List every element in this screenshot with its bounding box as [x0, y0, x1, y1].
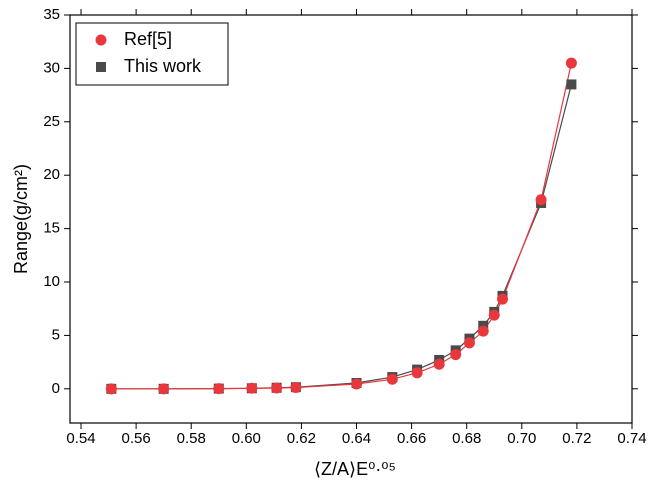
x-axis-label: ⟨Z/A⟩E⁰·⁰⁵ [314, 459, 396, 479]
x-tick-label: 0.72 [562, 430, 591, 447]
data-point [271, 382, 283, 394]
data-point [497, 293, 509, 305]
data-point [488, 309, 500, 321]
x-tick-label: 0.64 [342, 430, 371, 447]
x-tick-label: 0.70 [507, 430, 536, 447]
y-tick-label: 15 [43, 220, 60, 237]
data-point [535, 194, 547, 206]
plot-frame [69, 14, 633, 424]
legend-label: Ref[5] [124, 29, 172, 49]
data-point [246, 382, 258, 394]
data-point [433, 358, 445, 370]
legend-label: This work [124, 56, 202, 76]
data-point [565, 57, 577, 69]
y-axis-label: Range(g/cm²) [11, 164, 31, 274]
data-point [411, 367, 423, 379]
x-tick-label: 0.68 [452, 430, 481, 447]
data-point [351, 378, 363, 390]
x-tick-label: 0.58 [177, 430, 206, 447]
data-point [213, 383, 225, 395]
legend-marker [96, 62, 106, 72]
y-tick-label: 10 [43, 273, 60, 290]
y-tick-label: 0 [52, 380, 60, 397]
legend-marker [95, 34, 107, 46]
data-point [386, 373, 398, 385]
x-tick-label: 0.54 [66, 430, 95, 447]
x-tick-label: 0.74 [617, 430, 646, 447]
x-tick-label: 0.66 [397, 430, 426, 447]
x-tick-label: 0.56 [122, 430, 151, 447]
data-point [290, 382, 302, 394]
data-point [477, 325, 489, 337]
y-tick-label: 20 [43, 166, 60, 183]
y-tick-label: 5 [52, 326, 60, 343]
fit-line [111, 84, 572, 390]
x-tick-label: 0.62 [287, 430, 316, 447]
data-point [158, 383, 170, 395]
fit-line [111, 62, 572, 390]
y-tick-label: 30 [43, 59, 60, 76]
data-point [450, 349, 462, 361]
data-point [463, 337, 475, 349]
data-point [566, 79, 577, 90]
legend-box [75, 22, 229, 86]
y-tick-label: 35 [43, 6, 60, 23]
x-tick-label: 0.60 [232, 430, 261, 447]
y-tick-label: 25 [43, 113, 60, 130]
data-point [105, 383, 117, 395]
